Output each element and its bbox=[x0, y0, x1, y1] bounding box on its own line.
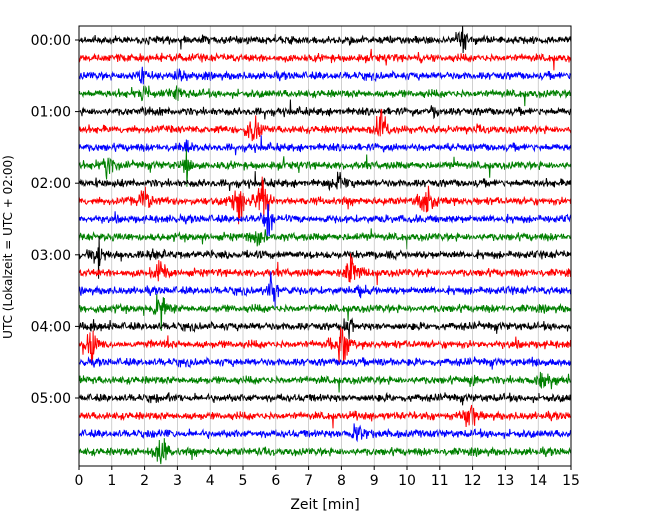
x-tick-label: 11 bbox=[431, 473, 449, 489]
y-tick-label: 00:00 bbox=[31, 33, 71, 49]
trace-line bbox=[79, 228, 571, 250]
trace-line bbox=[79, 171, 571, 192]
trace-line bbox=[79, 391, 571, 406]
y-tick-label: 01:00 bbox=[31, 105, 71, 121]
x-tick-label: 12 bbox=[464, 473, 482, 489]
y-tick-label: 02:00 bbox=[31, 176, 71, 192]
trace-line bbox=[79, 109, 571, 142]
x-tick-label: 2 bbox=[140, 473, 149, 489]
trace-line bbox=[79, 404, 571, 429]
x-tick-label: 15 bbox=[562, 473, 580, 489]
x-tick-label: 14 bbox=[529, 473, 547, 489]
x-tick-label: 13 bbox=[496, 473, 514, 489]
trace-line bbox=[79, 176, 571, 225]
trace-line bbox=[79, 356, 571, 370]
x-tick-label: 9 bbox=[370, 473, 379, 489]
trace-line bbox=[79, 371, 571, 393]
trace-line bbox=[79, 48, 571, 71]
trace-line bbox=[79, 99, 571, 120]
trace-line bbox=[79, 135, 571, 156]
x-tick-label: 7 bbox=[304, 473, 313, 489]
x-axis-label: Zeit [min] bbox=[290, 497, 359, 513]
x-tick-label: 3 bbox=[173, 473, 182, 489]
trace-line bbox=[79, 85, 571, 107]
grid bbox=[111, 26, 539, 466]
trace-line bbox=[79, 327, 571, 366]
trace-line bbox=[79, 317, 571, 340]
y-axis-label: UTC (Lokalzeit = UTC + 02:00) bbox=[1, 155, 15, 339]
trace-line bbox=[79, 203, 571, 237]
traces bbox=[79, 26, 571, 465]
x-tick-label: 1 bbox=[107, 473, 116, 489]
plot-frame bbox=[78, 25, 572, 467]
x-tick-label: 10 bbox=[398, 473, 416, 489]
y-tick-label: 03:00 bbox=[31, 248, 71, 264]
y-tick-label: 04:00 bbox=[31, 319, 71, 335]
x-tick-label: 5 bbox=[239, 473, 248, 489]
trace-line bbox=[79, 66, 571, 85]
x-tick-label: 6 bbox=[271, 473, 280, 489]
trace-line bbox=[79, 423, 571, 443]
x-tick-label: 0 bbox=[75, 473, 84, 489]
trace-line bbox=[79, 236, 571, 279]
trace-line bbox=[79, 294, 571, 331]
trace-line bbox=[79, 438, 571, 465]
trace-line bbox=[79, 148, 571, 187]
x-tick-label: 8 bbox=[337, 473, 346, 489]
x-tick-label: 4 bbox=[206, 473, 215, 489]
trace-line bbox=[79, 26, 571, 54]
trace-line bbox=[79, 253, 571, 286]
y-tick-label: 05:00 bbox=[31, 391, 71, 407]
trace-line bbox=[79, 271, 571, 310]
